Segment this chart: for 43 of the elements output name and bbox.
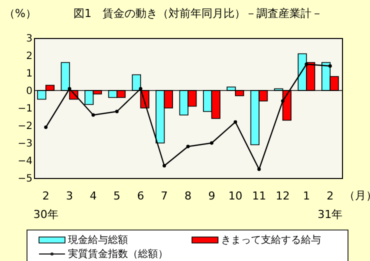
- point: [138, 87, 142, 90]
- point: [304, 62, 308, 66]
- point: [210, 141, 214, 145]
- text: 30年: [33, 208, 58, 221]
- x-tick-label: 12: [276, 190, 290, 202]
- x-tick-label: 11: [252, 190, 266, 202]
- x-tick-label: 3: [66, 190, 74, 202]
- y-tick-label: −4: [18, 156, 32, 167]
- x-tick-label: 4: [90, 190, 97, 202]
- y-tick-label: −3: [18, 138, 32, 150]
- y-tick-label: 1: [26, 68, 32, 80]
- legend-label: 実質賃金指数（総額）: [68, 248, 168, 260]
- text: 31年: [318, 208, 343, 221]
- point: [44, 126, 48, 129]
- point: [162, 164, 166, 168]
- y-tick-label: 2: [26, 51, 32, 62]
- y-tick-label: 3: [26, 34, 32, 44]
- x-tick-label: 7: [160, 190, 168, 202]
- y-axis-title: （%）: [4, 7, 36, 20]
- x-tick-label: 6: [137, 190, 144, 202]
- y-tick-label: −2: [18, 121, 32, 132]
- chart-title: 図1 賃金の動き（対前年同月比）－調査産業計－: [74, 7, 322, 20]
- legend-label: 現金給与総額: [68, 234, 128, 246]
- point: [257, 168, 261, 171]
- point: [186, 144, 190, 148]
- y-tick-label: −1: [18, 104, 32, 114]
- x-axis-title: （月）: [344, 189, 370, 202]
- point: [68, 87, 72, 90]
- x-tick-label: 10: [228, 190, 242, 202]
- point: [281, 99, 284, 103]
- y-tick-label: −5: [18, 174, 32, 184]
- point: [115, 110, 119, 114]
- point: [92, 113, 95, 117]
- x-tick-label: 2: [42, 190, 50, 202]
- x-tick-label: 2: [326, 190, 334, 202]
- point: [328, 64, 332, 68]
- x-tick-label: 5: [113, 190, 120, 202]
- x-tick-label: 1: [302, 190, 310, 202]
- x-tick-label: 8: [184, 190, 192, 202]
- x-tick-label: 9: [208, 190, 216, 202]
- y-tick-label: 0: [26, 86, 32, 97]
- legend-label: きまって支給する給与: [221, 234, 321, 246]
- point: [234, 120, 238, 124]
